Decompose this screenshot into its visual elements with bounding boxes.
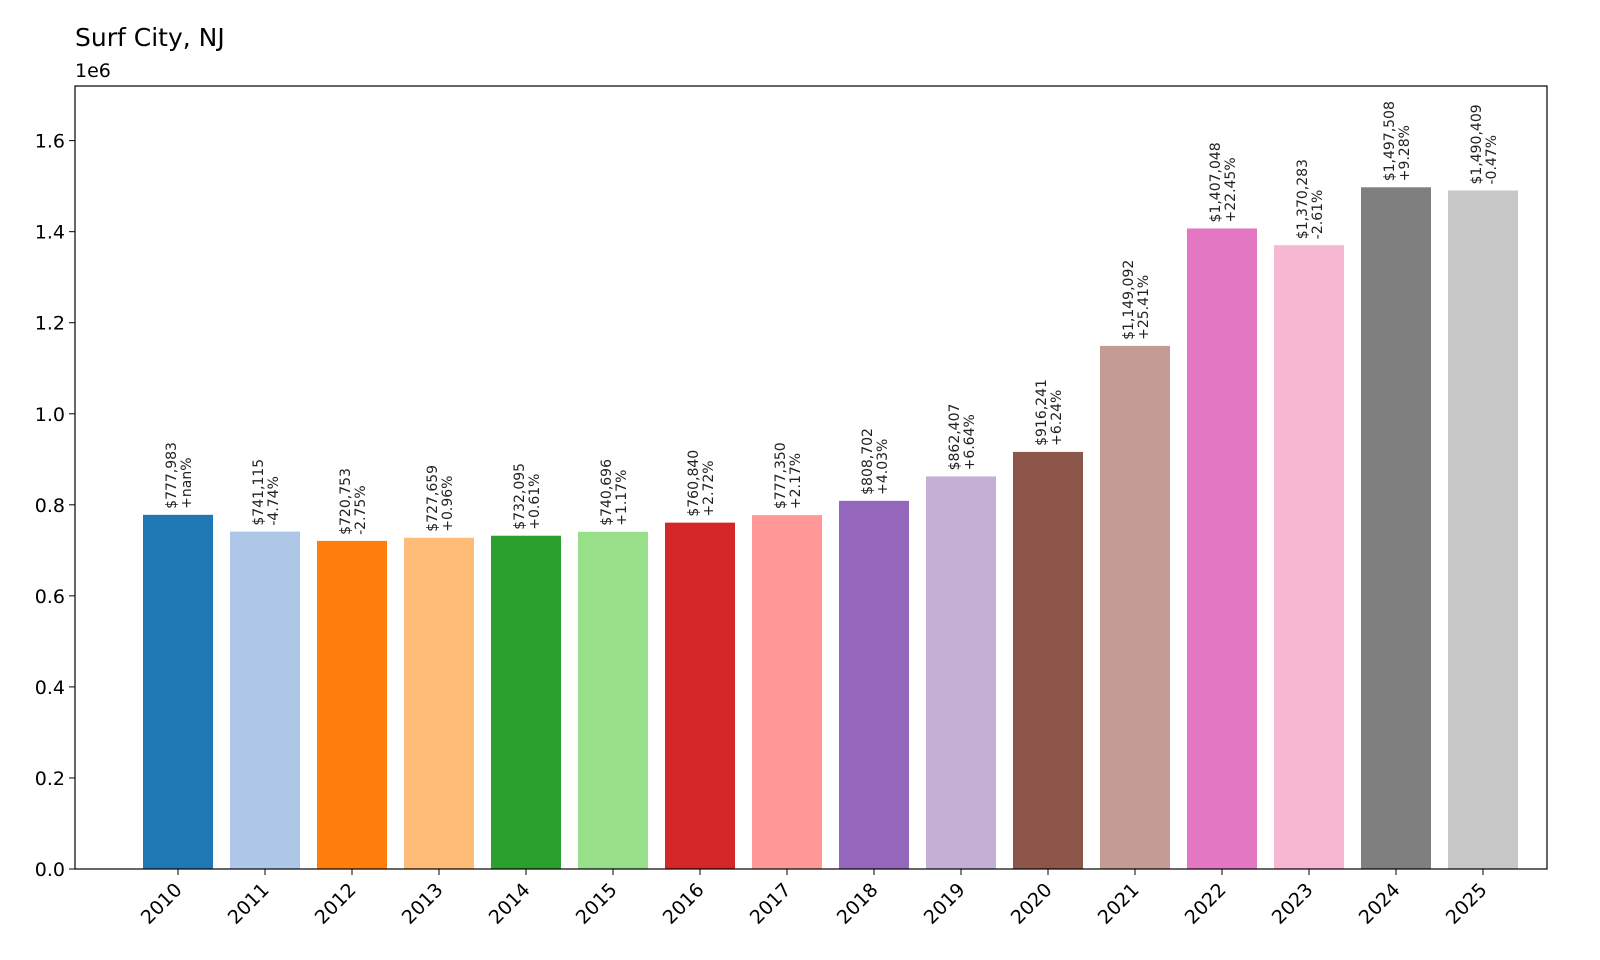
- x-tick-label-2023: 2023: [1268, 879, 1318, 929]
- bar-change-label-2025: -0.47%: [1484, 135, 1500, 185]
- y-tick-label-2: 0.4: [35, 677, 65, 699]
- x-tick-label-2015: 2015: [572, 879, 622, 929]
- bar-value-label-2024: $1,497,508: [1382, 101, 1398, 181]
- y-tick-label-3: 0.6: [35, 586, 65, 608]
- x-tick-label-2013: 2013: [398, 879, 448, 929]
- bar-value-label-2012: $720,753: [338, 468, 354, 535]
- x-tick-label-2011: 2011: [224, 879, 274, 929]
- x-tick-label-2019: 2019: [920, 879, 970, 929]
- bar-2016: [665, 522, 735, 869]
- bar-change-label-2021: +25.41%: [1136, 275, 1152, 340]
- bar-change-label-2018: +4.03%: [875, 439, 891, 495]
- bar-change-label-2015: +1.17%: [614, 470, 630, 526]
- bar-value-label-2017: $777,350: [773, 442, 789, 509]
- bar-2018: [839, 500, 909, 869]
- bar-change-label-2012: -2.75%: [353, 485, 369, 535]
- bar-change-label-2013: +0.96%: [440, 476, 456, 532]
- bar-2012: [317, 540, 387, 869]
- x-tick-label-2020: 2020: [1007, 879, 1057, 929]
- bar-2019: [926, 476, 996, 869]
- y-axis-offset-label: 1e6: [75, 60, 111, 82]
- y-tick-label-4: 0.8: [35, 495, 65, 517]
- bar-2025: [1448, 190, 1518, 869]
- bar-change-label-2020: +6.24%: [1049, 390, 1065, 446]
- bar-value-label-2023: $1,370,283: [1295, 159, 1311, 239]
- bars-group: [143, 187, 1518, 870]
- bar-2010: [143, 514, 213, 869]
- x-tick-label-2014: 2014: [485, 879, 535, 929]
- x-tick-label-2012: 2012: [311, 879, 361, 929]
- bar-2011: [230, 531, 300, 869]
- bar-2015: [578, 531, 648, 869]
- x-tick-label-2016: 2016: [659, 879, 709, 929]
- bar-change-label-2024: +9.28%: [1397, 125, 1413, 181]
- bar-change-label-2014: +0.61%: [527, 474, 543, 530]
- bar-change-label-2010: +nan%: [179, 457, 195, 508]
- bar-change-label-2023: -2.61%: [1310, 190, 1326, 240]
- bar-2023: [1274, 245, 1344, 869]
- y-axis: 0.0 0.2 0.4 0.6 0.8 1.0 1.2 1.4 1.6: [35, 131, 75, 881]
- bar-value-label-2011: $741,115: [251, 459, 267, 526]
- bar-2013: [404, 537, 474, 869]
- y-tick-label-6: 1.2: [35, 313, 65, 335]
- bar-value-label-2013: $727,659: [425, 465, 441, 532]
- x-tick-label-2024: 2024: [1355, 879, 1405, 929]
- bar-value-label-2010: $777,983: [164, 442, 180, 509]
- plot-frame: [74, 85, 1548, 870]
- bar-value-label-2021: $1,149,092: [1121, 260, 1137, 340]
- y-tick-label-7: 1.4: [35, 222, 65, 244]
- chart-title: Surf City, NJ: [75, 23, 225, 52]
- y-tick-label-1: 0.2: [35, 768, 65, 790]
- bar-2021: [1100, 345, 1170, 870]
- bar-2024: [1361, 187, 1431, 870]
- bar-change-label-2019: +6.64%: [962, 414, 978, 470]
- x-tick-label-2022: 2022: [1181, 879, 1231, 929]
- bar-change-label-2022: +22.45%: [1223, 157, 1239, 222]
- bar-2017: [752, 515, 822, 869]
- bar-value-label-2016: $760,840: [686, 450, 702, 517]
- bar-value-label-2022: $1,407,048: [1208, 142, 1224, 222]
- y-tick-label-8: 1.6: [35, 131, 65, 153]
- bar-2022: [1187, 228, 1257, 869]
- bar-value-label-2019: $862,407: [947, 404, 963, 471]
- bar-change-label-2011: -4.74%: [266, 476, 282, 526]
- bar-value-label-2014: $732,095: [512, 463, 528, 530]
- x-axis: 2010 2011 2012 2013 2014 2015 2016 2017 2018 2019…: [137, 869, 1492, 929]
- bar-value-label-2020: $916,241: [1034, 379, 1050, 446]
- bar-change-label-2016: +2.72%: [701, 460, 717, 516]
- bar-value-label-2025: $1,490,409: [1469, 104, 1485, 184]
- bar-value-label-2018: $808,702: [860, 428, 876, 495]
- bar-labels-group: $777,983 +nan% $741,115 -4.74% $720,753 -2.75…: [164, 101, 1500, 535]
- x-tick-label-2018: 2018: [833, 879, 883, 929]
- bar-change-label-2017: +2.17%: [788, 453, 804, 509]
- x-tick-label-2025: 2025: [1442, 879, 1492, 929]
- bar-value-label-2015: $740,696: [599, 459, 615, 526]
- y-tick-label-0: 0.0: [35, 859, 65, 881]
- x-tick-label-2010: 2010: [137, 879, 187, 929]
- y-tick-label-5: 1.0: [35, 404, 65, 426]
- bar-2014: [491, 535, 561, 869]
- x-tick-label-2021: 2021: [1094, 879, 1144, 929]
- x-tick-label-2017: 2017: [746, 879, 796, 929]
- bar-2020: [1013, 451, 1083, 869]
